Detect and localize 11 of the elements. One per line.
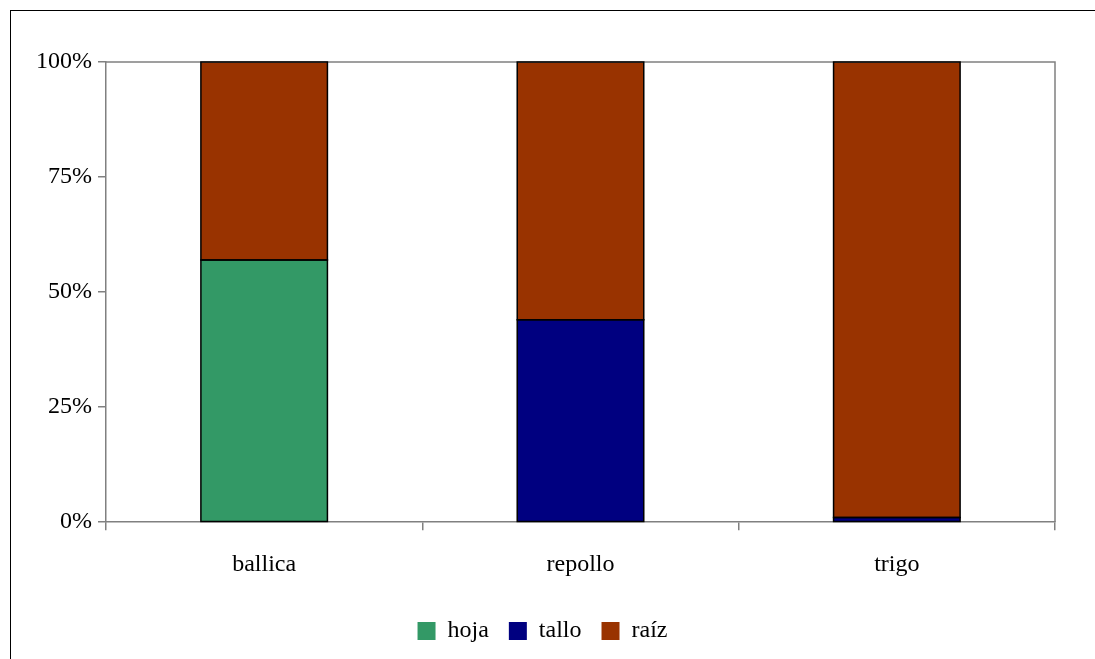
x-tick-label: repollo	[546, 549, 615, 576]
y-tick-label: 0%	[59, 507, 92, 534]
legend-label: raíz	[631, 616, 668, 643]
y-tick-label: 50%	[47, 277, 92, 304]
x-tick-label: ballica	[232, 549, 297, 576]
y-tick-label: 75%	[47, 162, 92, 189]
legend-label: hoja	[447, 616, 490, 643]
legend-label: tallo	[538, 616, 582, 643]
y-tick-label: 100%	[35, 47, 92, 74]
x-tick-label: trigo	[874, 549, 920, 576]
y-tick-label: 25%	[47, 392, 92, 419]
